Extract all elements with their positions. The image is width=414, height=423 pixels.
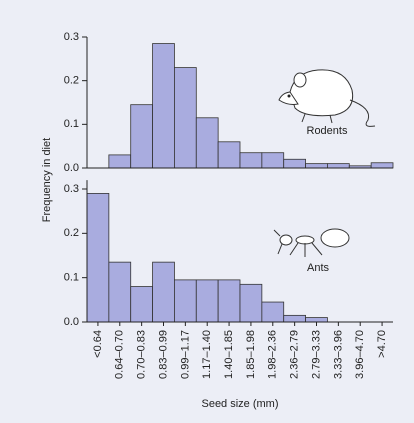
x-tick-label: 3.96–4.70 xyxy=(354,330,366,379)
bar xyxy=(239,283,263,323)
x-tick-label: 2.36–2.79 xyxy=(289,330,301,379)
x-tick-label: 0.99–1.17 xyxy=(179,330,191,379)
x-tick-label: 1.85–1.98 xyxy=(245,330,257,379)
bar xyxy=(174,67,197,169)
bar xyxy=(283,314,306,323)
y-tick-label: 0.0 xyxy=(64,162,79,174)
x-tick-label: 0.83–0.99 xyxy=(157,330,169,379)
ant-illustration xyxy=(273,228,350,257)
bar xyxy=(108,261,132,323)
bar xyxy=(108,154,132,169)
panel-label: Rodents xyxy=(307,125,348,137)
x-tick-label: 1.98–2.36 xyxy=(267,330,279,379)
x-tick-label: 0.64–0.70 xyxy=(114,330,126,379)
x-tick-label: 1.40–1.85 xyxy=(223,330,235,379)
bar xyxy=(152,261,175,323)
panel-label: Ants xyxy=(307,262,330,274)
x-tick-label: 0.70–0.83 xyxy=(136,330,148,379)
y-tick-label: 0.0 xyxy=(64,316,79,328)
bar xyxy=(130,286,153,323)
x-tick-label: 3.33–3.96 xyxy=(332,330,344,379)
bar xyxy=(283,158,306,169)
y-tick-label: 0.1 xyxy=(64,272,79,284)
bar xyxy=(327,163,350,169)
y-tick-label: 0.2 xyxy=(64,227,79,239)
bar xyxy=(217,141,241,169)
bar xyxy=(195,117,219,169)
rodent-illustration xyxy=(278,69,376,127)
bar xyxy=(305,163,328,169)
bar xyxy=(239,152,263,169)
bar xyxy=(261,152,285,169)
x-tick-label: 1.17–1.40 xyxy=(201,330,213,379)
x-tick-label: >4.70 xyxy=(376,330,388,358)
bar xyxy=(217,279,241,323)
y-tick-label: 0.2 xyxy=(64,75,79,87)
x-tick-label: <0.64 xyxy=(92,330,104,358)
bar xyxy=(305,317,328,323)
bar xyxy=(86,193,110,323)
bar xyxy=(370,162,394,169)
y-axis-label: Frequency in diet xyxy=(41,138,53,222)
bar xyxy=(174,279,197,323)
y-tick-label: 0.3 xyxy=(64,183,79,195)
bar xyxy=(195,279,219,323)
x-axis-label: Seed size (mm) xyxy=(201,398,278,410)
y-tick-label: 0.3 xyxy=(64,31,79,43)
x-tick-label: 2.79–3.33 xyxy=(310,330,322,379)
bar xyxy=(261,301,285,323)
y-tick-label: 0.1 xyxy=(64,118,79,130)
bar xyxy=(130,104,153,169)
bar xyxy=(152,43,175,169)
